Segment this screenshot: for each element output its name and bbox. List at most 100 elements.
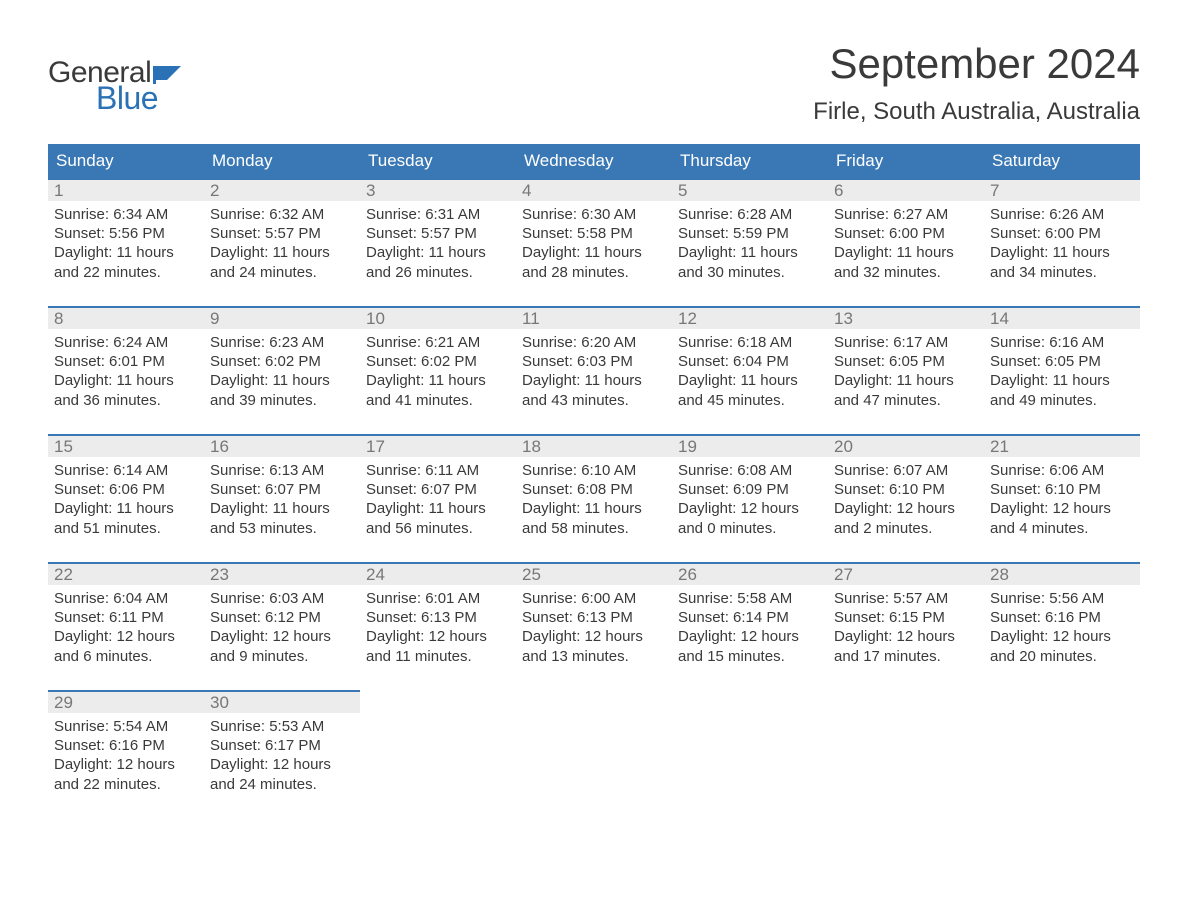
daylight-text: Daylight: 11 hours and 30 minutes. — [678, 243, 822, 281]
day-body: Sunrise: 5:57 AMSunset: 6:15 PMDaylight:… — [828, 585, 984, 666]
daylight-text: Daylight: 12 hours and 24 minutes. — [210, 755, 354, 793]
day-body: Sunrise: 6:08 AMSunset: 6:09 PMDaylight:… — [672, 457, 828, 538]
day-number: 25 — [516, 562, 672, 585]
day-body: Sunrise: 6:23 AMSunset: 6:02 PMDaylight:… — [204, 329, 360, 410]
sunrise-text: Sunrise: 6:32 AM — [210, 205, 354, 224]
daylight-text: Daylight: 12 hours and 4 minutes. — [990, 499, 1134, 537]
daylight-text: Daylight: 12 hours and 13 minutes. — [522, 627, 666, 665]
sunset-text: Sunset: 6:10 PM — [834, 480, 978, 499]
day-body: Sunrise: 5:56 AMSunset: 6:16 PMDaylight:… — [984, 585, 1140, 666]
day-number: 28 — [984, 562, 1140, 585]
day-number: 13 — [828, 306, 984, 329]
day-number: 15 — [48, 434, 204, 457]
daylight-text: Daylight: 11 hours and 56 minutes. — [366, 499, 510, 537]
day-body: Sunrise: 6:31 AMSunset: 5:57 PMDaylight:… — [360, 201, 516, 282]
day-cell: 25Sunrise: 6:00 AMSunset: 6:13 PMDayligh… — [516, 562, 672, 690]
day-cell: 17Sunrise: 6:11 AMSunset: 6:07 PMDayligh… — [360, 434, 516, 562]
day-number: 19 — [672, 434, 828, 457]
weekday-tuesday: Tuesday — [360, 144, 516, 178]
day-cell: 11Sunrise: 6:20 AMSunset: 6:03 PMDayligh… — [516, 306, 672, 434]
day-cell: 5Sunrise: 6:28 AMSunset: 5:59 PMDaylight… — [672, 178, 828, 306]
page-header: General Blue September 2024 Firle, South… — [48, 40, 1140, 126]
day-body — [672, 713, 828, 717]
weekday-wednesday: Wednesday — [516, 144, 672, 178]
day-number: 3 — [360, 178, 516, 201]
daylight-text: Daylight: 12 hours and 20 minutes. — [990, 627, 1134, 665]
day-cell: 1Sunrise: 6:34 AMSunset: 5:56 PMDaylight… — [48, 178, 204, 306]
daylight-text: Daylight: 11 hours and 32 minutes. — [834, 243, 978, 281]
day-body: Sunrise: 6:00 AMSunset: 6:13 PMDaylight:… — [516, 585, 672, 666]
day-body: Sunrise: 6:24 AMSunset: 6:01 PMDaylight:… — [48, 329, 204, 410]
daylight-text: Daylight: 11 hours and 34 minutes. — [990, 243, 1134, 281]
sunset-text: Sunset: 6:01 PM — [54, 352, 198, 371]
sunset-text: Sunset: 6:10 PM — [990, 480, 1134, 499]
day-number: 22 — [48, 562, 204, 585]
day-number: 14 — [984, 306, 1140, 329]
daylight-text: Daylight: 12 hours and 22 minutes. — [54, 755, 198, 793]
week-row: 15Sunrise: 6:14 AMSunset: 6:06 PMDayligh… — [48, 434, 1140, 562]
day-number: 30 — [204, 690, 360, 713]
sunrise-text: Sunrise: 6:03 AM — [210, 589, 354, 608]
day-number: 8 — [48, 306, 204, 329]
day-cell: 21Sunrise: 6:06 AMSunset: 6:10 PMDayligh… — [984, 434, 1140, 562]
sunrise-text: Sunrise: 6:23 AM — [210, 333, 354, 352]
sunset-text: Sunset: 6:15 PM — [834, 608, 978, 627]
logo: General Blue — [48, 40, 187, 114]
sunrise-text: Sunrise: 6:07 AM — [834, 461, 978, 480]
sunrise-text: Sunrise: 6:00 AM — [522, 589, 666, 608]
sunrise-text: Sunrise: 6:14 AM — [54, 461, 198, 480]
day-number: 26 — [672, 562, 828, 585]
weekday-monday: Monday — [204, 144, 360, 178]
day-body: Sunrise: 6:28 AMSunset: 5:59 PMDaylight:… — [672, 201, 828, 282]
sunrise-text: Sunrise: 6:27 AM — [834, 205, 978, 224]
sunset-text: Sunset: 6:06 PM — [54, 480, 198, 499]
day-number: 17 — [360, 434, 516, 457]
sunrise-text: Sunrise: 6:10 AM — [522, 461, 666, 480]
day-cell: 15Sunrise: 6:14 AMSunset: 6:06 PMDayligh… — [48, 434, 204, 562]
sunset-text: Sunset: 6:03 PM — [522, 352, 666, 371]
daylight-text: Daylight: 12 hours and 11 minutes. — [366, 627, 510, 665]
sunset-text: Sunset: 5:57 PM — [210, 224, 354, 243]
day-body: Sunrise: 6:10 AMSunset: 6:08 PMDaylight:… — [516, 457, 672, 538]
daylight-text: Daylight: 12 hours and 15 minutes. — [678, 627, 822, 665]
day-number: 21 — [984, 434, 1140, 457]
day-body: Sunrise: 6:14 AMSunset: 6:06 PMDaylight:… — [48, 457, 204, 538]
week-row: 1Sunrise: 6:34 AMSunset: 5:56 PMDaylight… — [48, 178, 1140, 306]
day-cell: 29Sunrise: 5:54 AMSunset: 6:16 PMDayligh… — [48, 690, 204, 818]
weekday-sunday: Sunday — [48, 144, 204, 178]
weekday-thursday: Thursday — [672, 144, 828, 178]
sunrise-text: Sunrise: 6:08 AM — [678, 461, 822, 480]
weekday-header-row: Sunday Monday Tuesday Wednesday Thursday… — [48, 144, 1140, 178]
day-body: Sunrise: 6:27 AMSunset: 6:00 PMDaylight:… — [828, 201, 984, 282]
sunset-text: Sunset: 6:00 PM — [990, 224, 1134, 243]
sunset-text: Sunset: 6:16 PM — [54, 736, 198, 755]
day-cell: 4Sunrise: 6:30 AMSunset: 5:58 PMDaylight… — [516, 178, 672, 306]
week-row: 22Sunrise: 6:04 AMSunset: 6:11 PMDayligh… — [48, 562, 1140, 690]
daylight-text: Daylight: 11 hours and 51 minutes. — [54, 499, 198, 537]
day-number: 29 — [48, 690, 204, 713]
daylight-text: Daylight: 12 hours and 0 minutes. — [678, 499, 822, 537]
day-cell: 22Sunrise: 6:04 AMSunset: 6:11 PMDayligh… — [48, 562, 204, 690]
weekday-saturday: Saturday — [984, 144, 1140, 178]
week-row: 29Sunrise: 5:54 AMSunset: 6:16 PMDayligh… — [48, 690, 1140, 818]
sunrise-text: Sunrise: 6:01 AM — [366, 589, 510, 608]
sunset-text: Sunset: 6:17 PM — [210, 736, 354, 755]
day-cell: 30Sunrise: 5:53 AMSunset: 6:17 PMDayligh… — [204, 690, 360, 818]
day-body: Sunrise: 6:32 AMSunset: 5:57 PMDaylight:… — [204, 201, 360, 282]
sunset-text: Sunset: 5:58 PM — [522, 224, 666, 243]
day-cell: 3Sunrise: 6:31 AMSunset: 5:57 PMDaylight… — [360, 178, 516, 306]
day-body: Sunrise: 6:26 AMSunset: 6:00 PMDaylight:… — [984, 201, 1140, 282]
daylight-text: Daylight: 11 hours and 43 minutes. — [522, 371, 666, 409]
daylight-text: Daylight: 11 hours and 47 minutes. — [834, 371, 978, 409]
sunset-text: Sunset: 6:07 PM — [366, 480, 510, 499]
sunrise-text: Sunrise: 5:57 AM — [834, 589, 978, 608]
day-number: 6 — [828, 178, 984, 201]
daylight-text: Daylight: 11 hours and 53 minutes. — [210, 499, 354, 537]
day-body: Sunrise: 6:06 AMSunset: 6:10 PMDaylight:… — [984, 457, 1140, 538]
day-number: 9 — [204, 306, 360, 329]
day-body: Sunrise: 6:18 AMSunset: 6:04 PMDaylight:… — [672, 329, 828, 410]
sunrise-text: Sunrise: 6:31 AM — [366, 205, 510, 224]
daylight-text: Daylight: 11 hours and 49 minutes. — [990, 371, 1134, 409]
daylight-text: Daylight: 12 hours and 6 minutes. — [54, 627, 198, 665]
day-body: Sunrise: 6:21 AMSunset: 6:02 PMDaylight:… — [360, 329, 516, 410]
